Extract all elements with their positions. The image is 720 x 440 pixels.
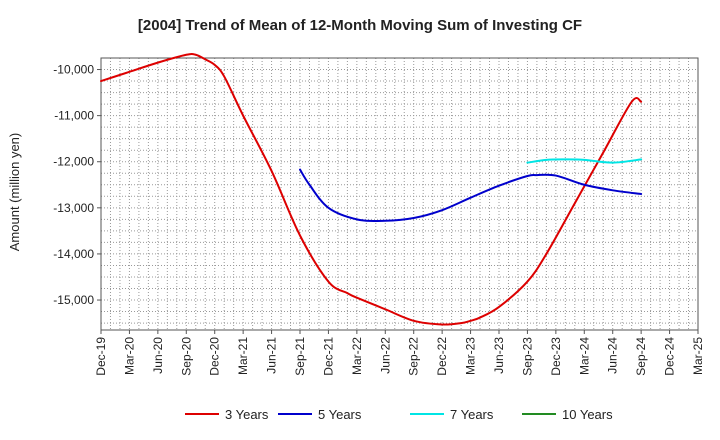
x-tick-label: Jun-24 [606, 337, 620, 374]
x-tick-label: Sep-20 [179, 337, 193, 376]
grid [101, 58, 698, 330]
x-tick-label: Dec-24 [663, 337, 677, 376]
y-tick-label: -15,000 [53, 293, 94, 307]
x-tick-label: Mar-20 [122, 337, 136, 375]
x-tick-label: Jun-21 [265, 337, 279, 374]
y-axis-label: Amount (million yen) [7, 133, 22, 252]
chart-title: [2004] Trend of Mean of 12-Month Moving … [138, 17, 582, 34]
x-tick-label: Sep-22 [407, 337, 421, 376]
x-tick-label: Sep-23 [520, 337, 534, 376]
y-tick-label: -12,000 [53, 155, 94, 169]
x-tick-label: Mar-24 [577, 337, 591, 375]
legend-item-10-years: 10 Years [522, 407, 613, 422]
y-tick-label: -10,000 [53, 63, 94, 77]
x-tick-label: Mar-23 [464, 337, 478, 375]
y-axis-ticks: -10,000 -11,000 -12,000 -13,000 -14,000 -15,0… [53, 63, 101, 307]
x-tick-label: Mar-21 [236, 337, 250, 375]
legend-item-3-years: 3 Years [185, 407, 269, 422]
legend-label: 7 Years [450, 407, 494, 422]
legend-item-5-years: 5 Years [278, 407, 362, 422]
legend: 3 Years 5 Years 7 Years 10 Years [185, 407, 613, 422]
series-lines [100, 52, 643, 326]
x-tick-label: Dec-23 [549, 337, 563, 376]
x-tick-label: Jun-23 [492, 337, 506, 374]
x-tick-label: Sep-24 [634, 337, 648, 376]
x-tick-label: Dec-21 [321, 337, 335, 376]
x-tick-label: Mar-25 [691, 337, 705, 375]
series-line-3-years [100, 52, 643, 326]
x-axis-ticks: Dec-19 Mar-20 Jun-20 Sep-20 Dec-20 Mar-21 Jun-… [94, 330, 705, 376]
legend-label: 5 Years [318, 407, 362, 422]
legend-label: 10 Years [562, 407, 613, 422]
series-line-5-years [299, 168, 643, 222]
y-tick-label: -13,000 [53, 201, 94, 215]
x-tick-label: Mar-22 [350, 337, 364, 375]
y-tick-label: -11,000 [54, 109, 94, 123]
legend-item-7-years: 7 Years [410, 407, 494, 422]
x-tick-label: Jun-22 [378, 337, 392, 374]
x-tick-label: Dec-19 [94, 337, 108, 376]
x-tick-label: Dec-22 [435, 337, 449, 376]
plot-area [100, 57, 699, 331]
y-tick-label: -14,000 [53, 247, 94, 261]
x-tick-label: Jun-20 [151, 337, 165, 374]
legend-label: 3 Years [225, 407, 269, 422]
x-tick-label: Sep-21 [293, 337, 307, 376]
series-line-7-years [526, 158, 643, 164]
x-tick-label: Dec-20 [208, 337, 222, 376]
